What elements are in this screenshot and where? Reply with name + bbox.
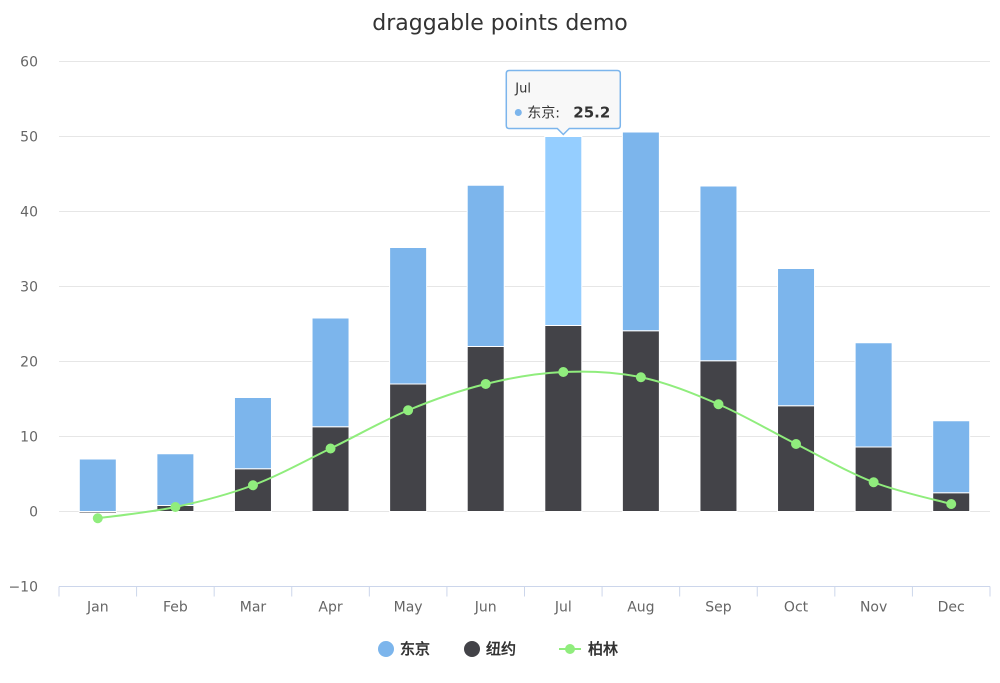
legend-label: 东京 — [400, 640, 430, 658]
y-tick-label: 40 — [20, 205, 38, 221]
y-axis: −10 0 10 20 30 40 50 60 — [8, 55, 38, 596]
legend-marker — [378, 641, 394, 657]
x-tick-label: Apr — [318, 600, 342, 616]
point-berlin[interactable] — [635, 372, 646, 383]
tooltip-value: 25.2 — [573, 104, 610, 122]
point-berlin[interactable] — [92, 513, 103, 524]
bar-tokyo[interactable] — [311, 317, 350, 428]
bar-newyork[interactable] — [466, 346, 505, 512]
tooltip-box — [505, 69, 622, 136]
point-berlin[interactable] — [480, 379, 491, 389]
legend-item[interactable]: 东京 — [378, 640, 430, 658]
x-tick-label: Jun — [474, 600, 497, 616]
x-tick-label: Feb — [163, 600, 188, 616]
x-tick-label: Sep — [705, 600, 732, 616]
y-tick-label: 60 — [20, 55, 38, 71]
y-tick-label: 0 — [29, 505, 38, 521]
point-berlin[interactable] — [558, 367, 569, 377]
legend-item[interactable]: 纽约 — [464, 640, 516, 658]
bar-tokyo[interactable] — [777, 268, 816, 407]
x-tick-label: May — [394, 600, 423, 616]
legend-marker — [565, 644, 575, 654]
x-tick-label: Oct — [784, 600, 809, 616]
x-tick-label: Jul — [554, 600, 572, 616]
bar-tokyo[interactable] — [621, 131, 660, 332]
bar-newyork[interactable] — [699, 360, 738, 512]
legend-item[interactable]: 柏林 — [559, 640, 619, 658]
bar-newyork[interactable] — [311, 426, 350, 512]
y-tick-label: 50 — [20, 130, 38, 146]
bar-tokyo[interactable] — [932, 420, 971, 494]
bar-tokyo[interactable] — [854, 342, 893, 448]
point-berlin[interactable] — [170, 502, 181, 512]
chart-title: draggable points demo — [372, 11, 627, 36]
bar-newyork[interactable] — [621, 330, 660, 512]
point-berlin[interactable] — [325, 443, 336, 454]
legend-marker — [464, 641, 480, 657]
bar-newyork[interactable] — [777, 405, 816, 512]
legend: 东京 纽约 柏林 — [378, 640, 619, 658]
line-series — [92, 367, 957, 524]
tooltip-series-dot — [514, 109, 522, 116]
x-tick-label: Aug — [627, 600, 654, 616]
point-berlin[interactable] — [247, 480, 258, 491]
bar-tokyo[interactable] — [699, 185, 738, 362]
bar-tokyo[interactable] — [544, 136, 583, 326]
point-berlin[interactable] — [791, 439, 802, 449]
x-tick-label: Jan — [86, 600, 109, 616]
bar-tokyo[interactable] — [466, 184, 505, 347]
bar-tokyo[interactable] — [156, 453, 195, 506]
point-berlin[interactable] — [713, 399, 724, 410]
point-berlin[interactable] — [946, 499, 957, 509]
bar-series — [78, 131, 971, 514]
point-berlin[interactable] — [403, 405, 414, 416]
legend-label: 纽约 — [486, 640, 516, 658]
x-tick-label: Dec — [938, 600, 965, 616]
bar-newyork[interactable] — [544, 325, 583, 512]
tooltip-category: Jul — [514, 82, 531, 97]
x-tick-label: Mar — [240, 600, 267, 616]
tooltip: Jul 东京: 25.2 — [505, 69, 622, 136]
bar-tokyo[interactable] — [233, 397, 272, 470]
grid-lines — [59, 61, 990, 512]
x-axis: Jan Feb Mar Apr May Jun Jul Aug Sep Oct Nov Dec — [58, 586, 991, 616]
bar-newyork[interactable] — [389, 383, 428, 512]
line-berlin — [97, 370, 952, 520]
x-tick-label: Nov — [860, 600, 887, 616]
point-berlin[interactable] — [868, 477, 879, 488]
tooltip-label: 东京: — [527, 106, 560, 122]
y-tick-label: 20 — [20, 355, 38, 371]
y-tick-label: 10 — [20, 430, 38, 446]
y-tick-label: 30 — [20, 280, 38, 296]
bar-tokyo[interactable] — [389, 247, 428, 385]
y-tick-label: −10 — [8, 580, 38, 596]
bar-tokyo[interactable] — [78, 458, 117, 512]
legend-label: 柏林 — [588, 640, 619, 658]
